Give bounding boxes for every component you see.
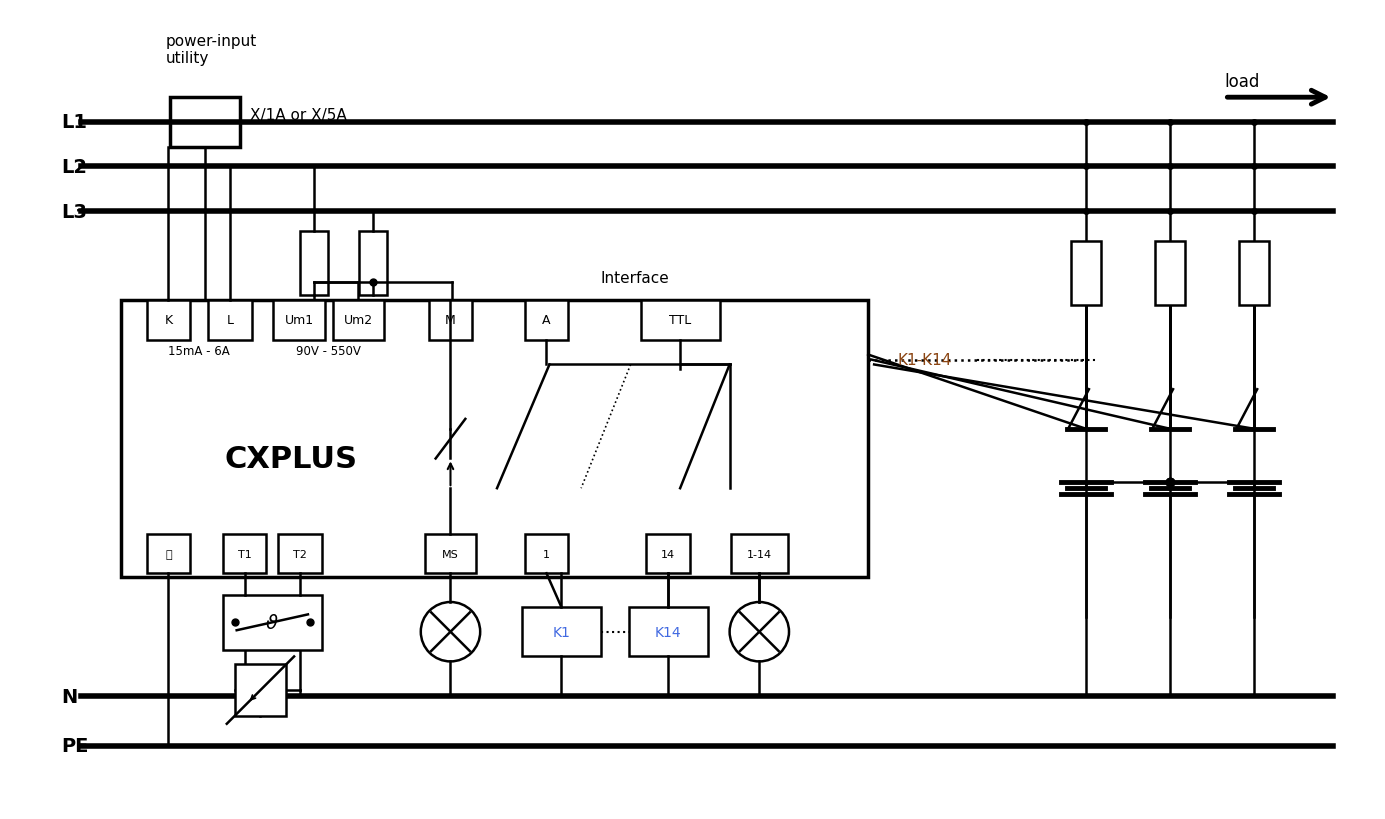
Bar bbox=[425, 534, 476, 573]
Bar bbox=[332, 301, 384, 341]
Bar bbox=[629, 607, 708, 657]
Text: N: N bbox=[61, 686, 78, 706]
Bar bbox=[525, 534, 568, 573]
Bar bbox=[522, 607, 601, 657]
Text: ⏚: ⏚ bbox=[165, 549, 172, 559]
Bar bbox=[278, 534, 321, 573]
Bar bbox=[223, 595, 321, 649]
Bar bbox=[120, 301, 868, 577]
Bar bbox=[223, 534, 266, 573]
Text: L3: L3 bbox=[61, 202, 87, 221]
Bar bbox=[234, 664, 287, 716]
Bar bbox=[1155, 242, 1186, 305]
Bar bbox=[1240, 242, 1269, 305]
Text: 90V - 550V: 90V - 550V bbox=[296, 344, 361, 357]
Bar bbox=[147, 534, 190, 573]
Text: K1: K1 bbox=[553, 625, 571, 639]
Text: load: load bbox=[1224, 73, 1260, 91]
Bar bbox=[429, 301, 472, 341]
Text: Um1: Um1 bbox=[284, 314, 313, 327]
Text: L1: L1 bbox=[61, 113, 87, 133]
Text: X/1A or X/5A: X/1A or X/5A bbox=[249, 107, 346, 122]
Bar bbox=[147, 301, 190, 341]
Text: 14: 14 bbox=[661, 549, 676, 559]
Text: L2: L2 bbox=[61, 158, 87, 177]
Text: PE: PE bbox=[61, 736, 89, 755]
Bar bbox=[640, 301, 720, 341]
Text: K14: K14 bbox=[655, 625, 681, 639]
Text: L: L bbox=[226, 314, 233, 327]
Text: A: A bbox=[543, 314, 551, 327]
Text: T2: T2 bbox=[294, 549, 307, 559]
Bar bbox=[360, 232, 388, 296]
Bar bbox=[170, 98, 240, 147]
Text: TTL: TTL bbox=[669, 314, 691, 327]
Bar bbox=[273, 301, 324, 341]
Text: Um2: Um2 bbox=[343, 314, 373, 327]
Bar bbox=[301, 232, 328, 296]
Text: MS: MS bbox=[442, 549, 458, 559]
Text: CXPLUS: CXPLUS bbox=[224, 445, 357, 473]
Text: K1-K14: K1-K14 bbox=[897, 352, 953, 368]
Bar bbox=[1071, 242, 1101, 305]
Text: 1-14: 1-14 bbox=[747, 549, 771, 559]
Text: power-input
utility: power-input utility bbox=[165, 34, 256, 66]
Bar bbox=[647, 534, 690, 573]
Text: M: M bbox=[445, 314, 456, 327]
Text: 1: 1 bbox=[543, 549, 550, 559]
Text: Interface: Interface bbox=[601, 271, 670, 286]
Bar bbox=[525, 301, 568, 341]
Text: T1: T1 bbox=[238, 549, 252, 559]
Bar bbox=[731, 534, 788, 573]
Text: K: K bbox=[165, 314, 173, 327]
Bar bbox=[208, 301, 252, 341]
Text: 15mA - 6A: 15mA - 6A bbox=[168, 344, 230, 357]
Text: $\vartheta$: $\vartheta$ bbox=[266, 613, 280, 632]
